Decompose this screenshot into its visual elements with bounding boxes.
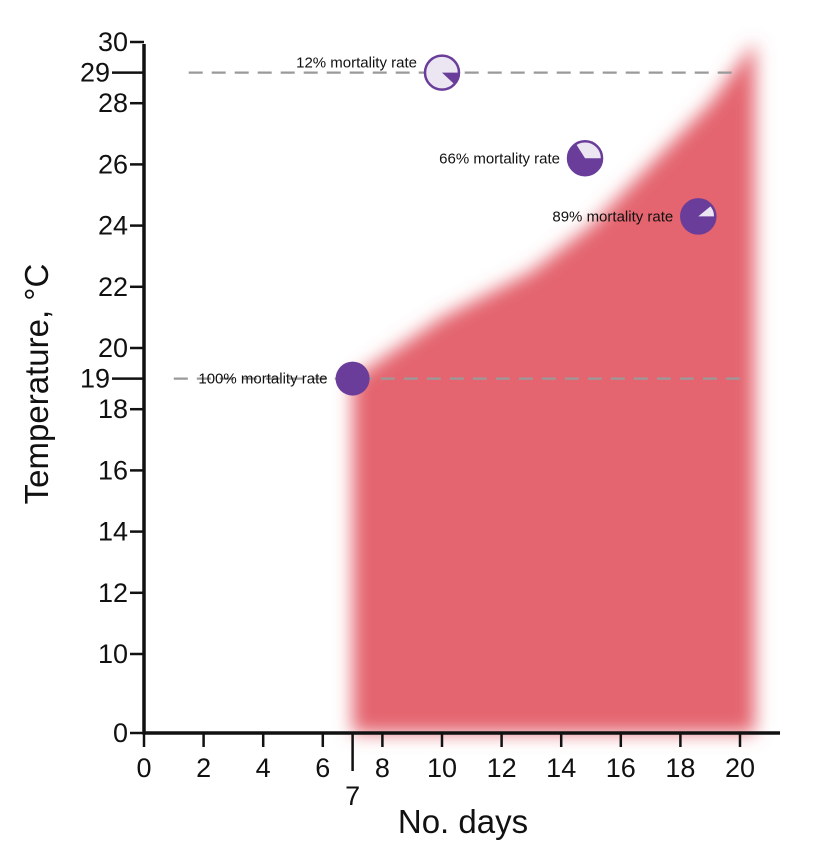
x-tick-label: 10	[427, 753, 457, 783]
y-tick-label: 12	[98, 578, 128, 608]
point-label: 12% mortality rate	[296, 55, 417, 72]
y-tick-label: 20	[98, 333, 128, 363]
x-tick-label: 7	[345, 781, 360, 811]
y-tick-label: 30	[98, 27, 128, 57]
x-tick-label: 16	[606, 753, 636, 783]
y-axis-title: Temperature, °C	[18, 264, 55, 505]
y-tick-label: 28	[98, 88, 128, 118]
y-tick-label: 19	[80, 364, 110, 394]
point-wedge	[681, 199, 716, 234]
y-tick-label: 16	[98, 455, 128, 485]
x-tick-label: 8	[375, 753, 390, 783]
y-tick-label: 18	[98, 394, 128, 424]
mortality-points: 12% mortality rate 66% mortality rate 89% …	[198, 54, 717, 396]
mortality-region	[352, 42, 755, 733]
x-tick-label: 6	[315, 753, 330, 783]
x-tick-label: 20	[725, 753, 755, 783]
point-label: 89% mortality rate	[552, 208, 673, 225]
mortality-point: 100% mortality rate	[198, 361, 370, 396]
y-tick-label: 10	[98, 639, 128, 669]
y-tick-label: 22	[98, 272, 128, 302]
y-tick-label: 0	[113, 718, 128, 748]
point-label: 100% mortality rate	[198, 371, 327, 388]
point-marker	[335, 361, 370, 396]
x-tick-label: 18	[665, 753, 695, 783]
y-tick-label: 26	[98, 149, 128, 179]
point-wedge	[442, 72, 459, 85]
x-tick-label: 0	[136, 753, 151, 783]
point-wedge	[568, 143, 603, 176]
mortality-point: 12% mortality rate	[296, 54, 461, 91]
mortality-point: 66% mortality rate	[439, 140, 604, 177]
x-tick-label: 2	[196, 753, 211, 783]
x-tick-label: 14	[546, 753, 576, 783]
x-axis-title: No. days	[398, 803, 528, 840]
shaded-region	[352, 42, 755, 733]
y-tick-label: 29	[80, 58, 110, 88]
mortality-point: 89% mortality rate	[552, 198, 717, 235]
x-tick-label: 4	[256, 753, 271, 783]
y-tick-label: 14	[98, 517, 128, 547]
point-label: 66% mortality rate	[439, 150, 560, 167]
x-tick-label: 12	[487, 753, 517, 783]
reference-lines	[173, 71, 740, 380]
y-tick-label: 24	[98, 211, 128, 241]
